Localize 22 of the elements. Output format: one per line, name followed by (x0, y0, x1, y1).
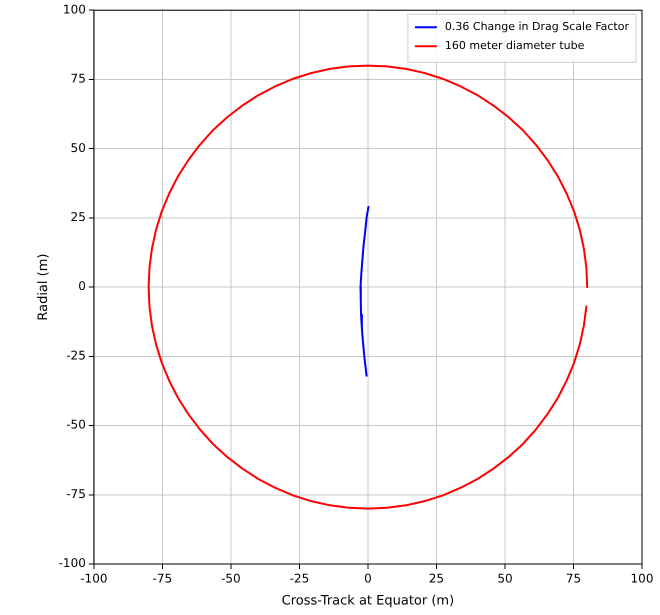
y-tick-label: 100 (62, 2, 86, 16)
x-axis-title: Cross-Track at Equator (m) (282, 594, 454, 609)
legend-label: 0.36 Change in Drag Scale Factor (444, 20, 630, 34)
x-tick-label: 100 (630, 571, 654, 586)
x-tick-label: -25 (290, 571, 310, 586)
x-tick-label: -50 (221, 571, 241, 586)
x-tick-label: 0 (364, 571, 372, 586)
x-tick-label: -75 (152, 571, 172, 586)
x-tick-label: 50 (497, 571, 513, 586)
x-tick-label: 75 (566, 571, 582, 586)
y-tick-label: 75 (70, 72, 86, 86)
y-tick-label: -75 (66, 486, 86, 501)
y-axis-title: Radial (m) (36, 254, 52, 321)
y-tick-label: 0 (78, 279, 86, 294)
y-tick-label: -25 (66, 348, 86, 362)
x-tick-label: 25 (428, 571, 444, 586)
y-tick-label: 50 (70, 140, 86, 155)
x-tick-label: -100 (80, 571, 108, 586)
legend-label: 160 meter diameter tube (444, 39, 585, 52)
y-tick-label: -100 (58, 556, 86, 570)
y-tick-label: 25 (70, 210, 86, 224)
y-tick-label: -50 (66, 418, 86, 432)
